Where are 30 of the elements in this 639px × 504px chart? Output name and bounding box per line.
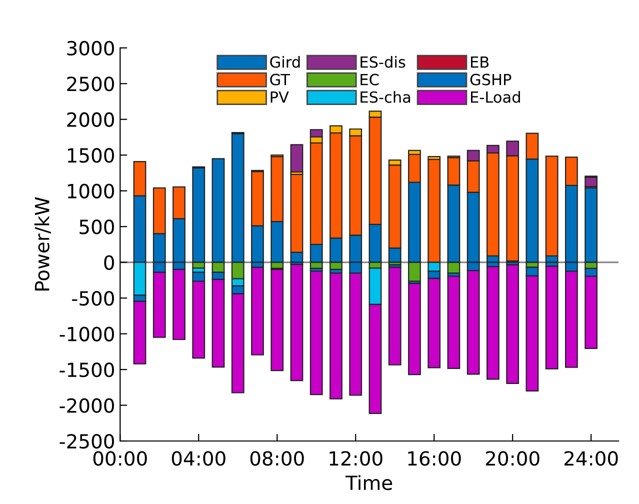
legend-label: EC [360, 74, 379, 86]
legend-label: EB [471, 56, 489, 68]
x-tick-label: 24:00 [564, 451, 618, 466]
y-tick-label: -500 [72, 291, 114, 306]
x-tick-label: 20:00 [486, 451, 540, 466]
y-tick-label: 2000 [67, 112, 114, 128]
legend-label: PV [270, 92, 289, 103]
x-tick-label: 12:00 [330, 451, 382, 466]
y-tick-label: -2000 [60, 398, 114, 413]
x-tick-label: 04:00 [172, 451, 226, 466]
y-tick-label: 0 [104, 255, 114, 270]
x-tick-label: 16:00 [408, 451, 461, 466]
y-tick-label: 3000 [67, 40, 114, 56]
y-tick-label: 1000 [68, 184, 114, 198]
legend-label: GT [270, 74, 290, 86]
legend-label: GSHP [470, 74, 512, 86]
legend-label: ES-dis [360, 56, 406, 68]
x-tick-label: 08:00 [250, 451, 304, 466]
x-axis-title: Time [345, 475, 392, 490]
legend-label: ES-cha [360, 91, 410, 103]
legend-label: E-Load [471, 91, 520, 103]
y-tick-label: -1000 [60, 326, 114, 342]
y-axis-title: Power/kW [34, 197, 51, 290]
legend-label: Gird [270, 56, 300, 68]
y-tick-label: 2500 [67, 76, 114, 92]
y-tick-label: -1500 [60, 362, 114, 378]
y-tick-label: -2500 [60, 434, 114, 449]
x-tick-label: 00:00 [93, 451, 147, 466]
y-tick-label: 1500 [68, 148, 114, 163]
y-tick-label: 500 [80, 220, 114, 234]
